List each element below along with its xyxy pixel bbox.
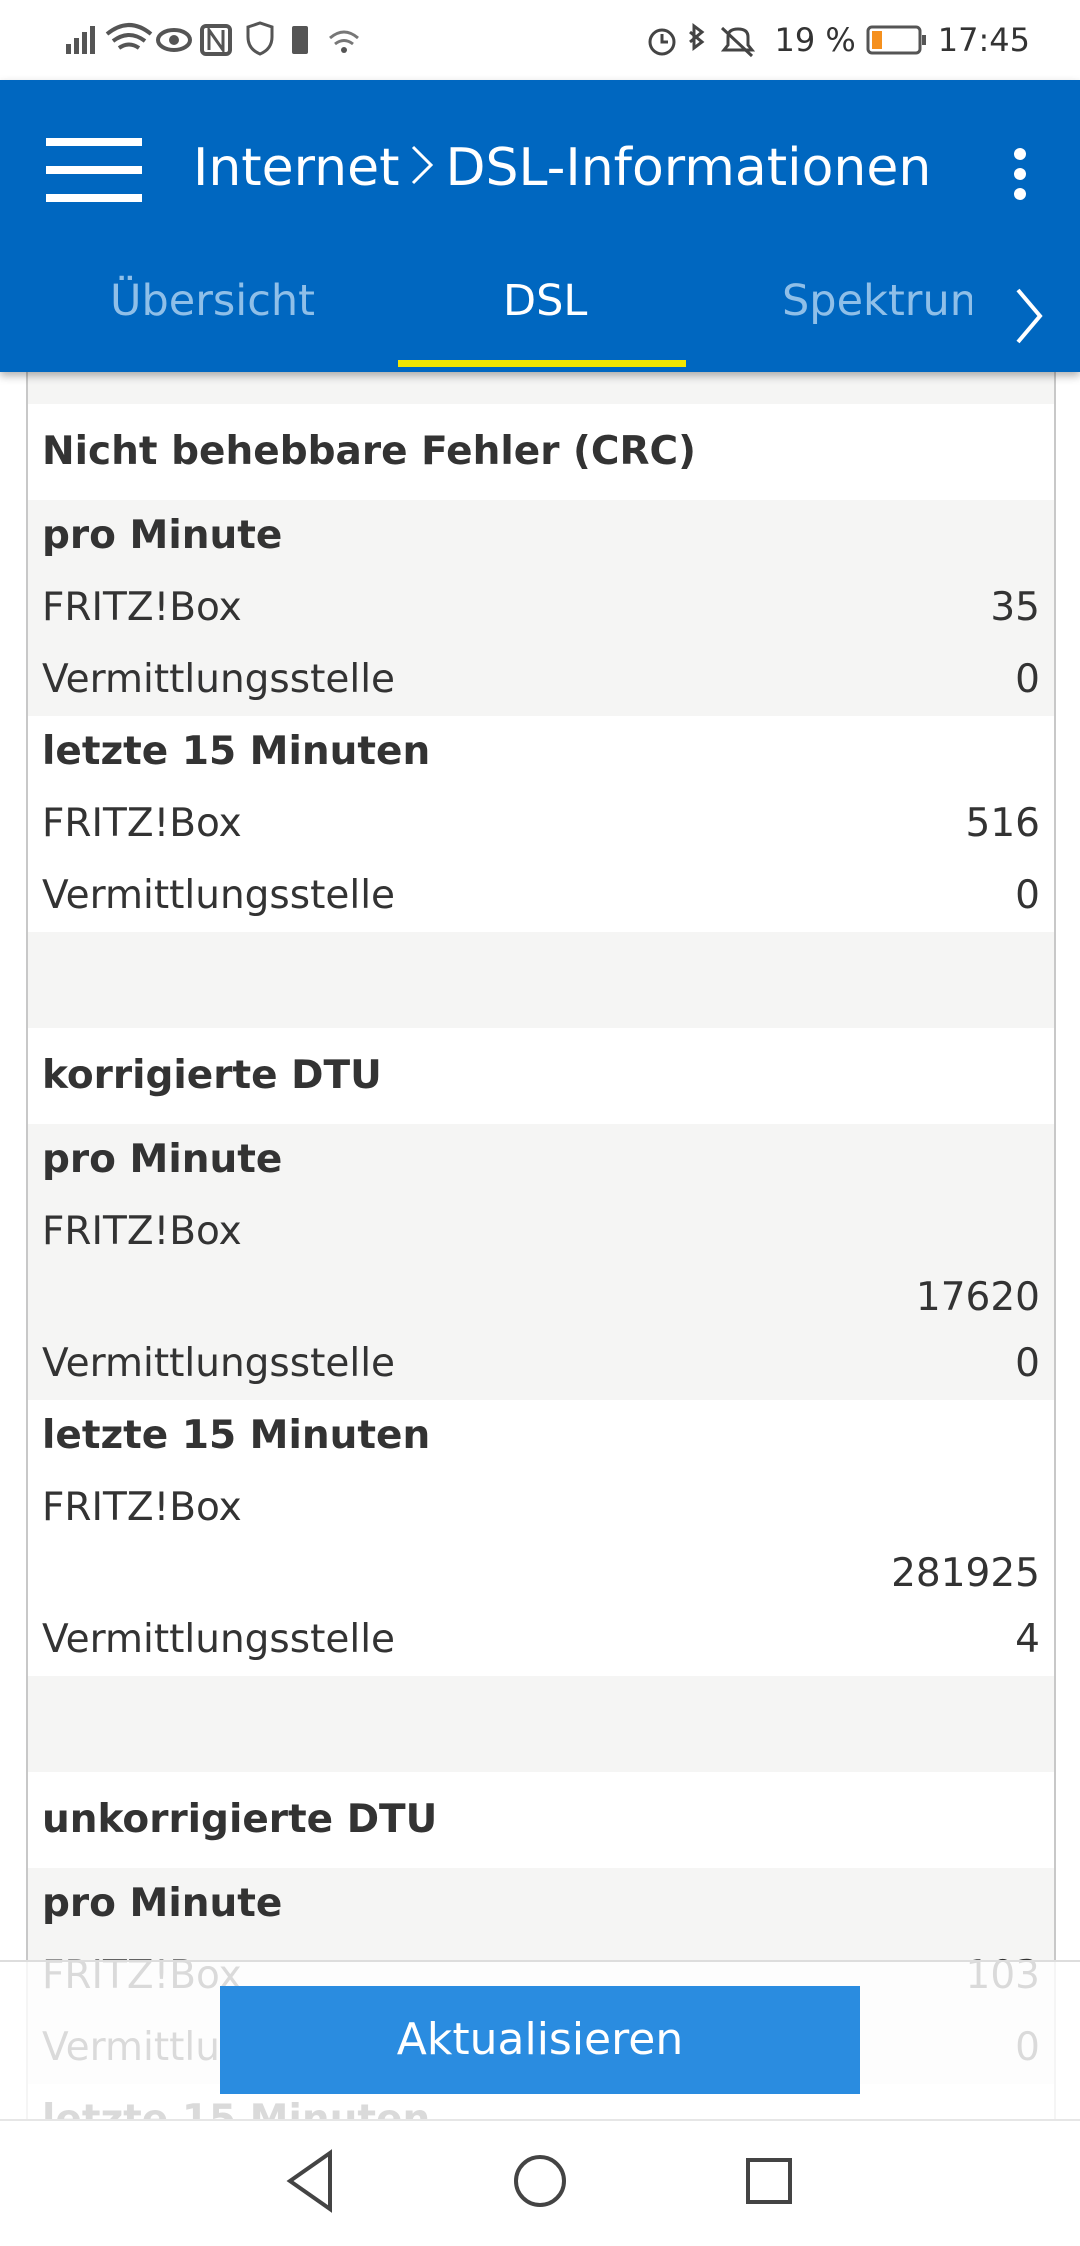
row-name: FRITZ!Box xyxy=(42,801,242,846)
row-name: FRITZ!Box xyxy=(42,1485,242,1530)
app-bar: Internet DSL-Informationen Übersicht DSL … xyxy=(0,80,1080,372)
row-value: 35 xyxy=(990,585,1040,630)
row-value: 4 xyxy=(1015,1617,1040,1662)
row-value: 0 xyxy=(1015,657,1040,702)
rows: Nicht behebbare Fehler (CRC) pro Minute FR… xyxy=(28,404,1054,2156)
data-row: Vermittlungsstelle 0 xyxy=(28,1328,1054,1400)
data-row: Vermittlungsstelle 0 xyxy=(28,860,1054,932)
row-name: Vermittlungsstelle xyxy=(42,873,396,918)
row-name: FRITZ!Box xyxy=(42,585,242,630)
group: letzte 15 Minuten FRITZ!Box 281925 Vermittl… xyxy=(28,1400,1054,1676)
group-label: letzte 15 Minuten xyxy=(42,1413,431,1458)
nav-home[interactable] xyxy=(514,2155,566,2207)
group-label: pro Minute xyxy=(42,1881,283,1926)
section-spacer xyxy=(28,932,1054,1028)
menu-button[interactable] xyxy=(46,130,146,210)
row-name: Vermittlungsstelle xyxy=(42,657,396,702)
tab-clip: Spektrum xyxy=(782,276,972,326)
battery-percent: 19 % xyxy=(774,21,856,59)
row-value: 0 xyxy=(1015,873,1040,918)
tab-scroll-right[interactable] xyxy=(1010,286,1050,346)
status-right-icons xyxy=(648,23,756,58)
row-name: FRITZ!Box xyxy=(42,1209,242,1254)
group-label: letzte 15 Minuten xyxy=(42,729,431,774)
breadcrumb-item[interactable]: Internet xyxy=(193,138,400,198)
nav-icons xyxy=(286,2149,792,2213)
navigation-bar xyxy=(0,2119,1080,2242)
data-row: Vermittlungsstelle 0 xyxy=(28,644,1054,716)
row-value: 0 xyxy=(1015,1341,1040,1386)
section-title: Nicht behebbare Fehler (CRC) xyxy=(28,404,1054,500)
refresh-button[interactable]: Aktualisieren xyxy=(220,1986,860,2094)
tab[interactable]: Übersicht xyxy=(110,276,316,326)
group: pro Minute FRITZ!Box 17620 Vermittlungsstel… xyxy=(28,1124,1054,1400)
row-name: Vermittlungsstelle xyxy=(42,1617,396,1662)
breadcrumb: Internet DSL-Informationen xyxy=(193,138,931,198)
nav-recents[interactable] xyxy=(746,2158,792,2204)
clock: 17:45 xyxy=(937,21,1030,59)
breadcrumb-separator xyxy=(412,145,434,185)
row-value: 281925 xyxy=(891,1551,1040,1596)
data-row: FRITZ!Box 516 xyxy=(28,788,1054,860)
row-value: 516 xyxy=(965,801,1040,846)
tab-active[interactable]: DSL xyxy=(503,276,588,326)
data-row: Vermittlungsstelle 4 xyxy=(28,1604,1054,1676)
battery-icon xyxy=(866,25,926,55)
row-name: Vermittlungsstelle xyxy=(42,1341,396,1386)
breadcrumb-item: DSL-Informationen xyxy=(445,138,932,198)
group: pro Minute FRITZ!Box 35 Vermittlungsstelle 0 xyxy=(28,500,1054,716)
content-panel: Nicht behebbare Fehler (CRC) pro Minute FR… xyxy=(26,372,1056,2156)
data-row: FRITZ!Box 17620 xyxy=(28,1196,1054,1328)
nav-back[interactable] xyxy=(286,2149,332,2213)
section-title: korrigierte DTU xyxy=(28,1028,1054,1124)
status-right: 19 % 17:45 xyxy=(644,0,1030,80)
status-icons xyxy=(66,21,359,56)
tab[interactable]: Spektrum xyxy=(782,276,972,326)
group-label: pro Minute xyxy=(42,1137,283,1182)
overflow-menu[interactable] xyxy=(1010,146,1030,206)
group: letzte 15 Minuten FRITZ!Box 516 Vermittlung… xyxy=(28,716,1054,932)
row-value: 17620 xyxy=(915,1275,1040,1320)
data-row: FRITZ!Box 281925 xyxy=(28,1472,1054,1604)
status-bar: 19 % 17:45 xyxy=(0,0,1080,80)
section-spacer xyxy=(28,1676,1054,1772)
tab-indicator xyxy=(398,360,686,367)
data-row: FRITZ!Box 35 xyxy=(28,572,1054,644)
group-label: pro Minute xyxy=(42,513,283,558)
section-title: unkorrigierte DTU xyxy=(28,1772,1054,1868)
